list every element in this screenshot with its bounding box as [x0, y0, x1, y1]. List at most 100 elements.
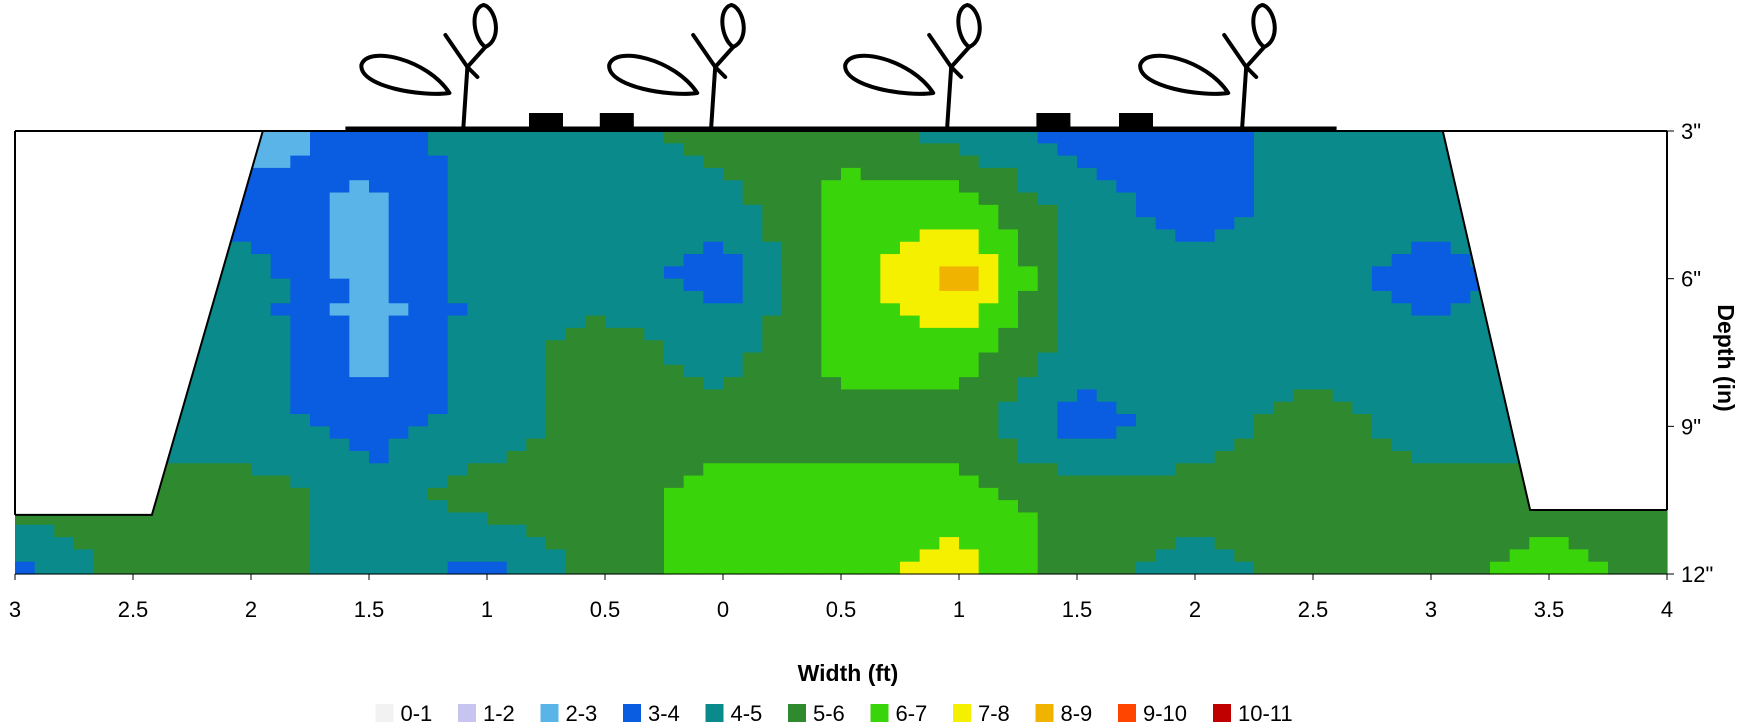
heatmap-cell	[1096, 340, 1117, 354]
heatmap-cell	[782, 377, 803, 391]
heatmap-cell	[408, 303, 429, 317]
heatmap-cell	[939, 414, 960, 427]
heatmap-cell	[978, 537, 999, 550]
heatmap-cell	[1136, 254, 1157, 267]
heatmap-cell	[1057, 426, 1078, 440]
heatmap-cell	[1037, 438, 1058, 452]
heatmap-cell	[329, 463, 350, 477]
heatmap-cell	[703, 167, 724, 181]
heatmap-cell	[959, 143, 980, 157]
heatmap-cell	[585, 364, 606, 378]
heatmap-cell	[1509, 537, 1530, 550]
heatmap-cell	[900, 549, 921, 563]
heatmap-cell	[900, 438, 921, 452]
heatmap-cell	[1549, 537, 1570, 550]
heatmap-cell	[1116, 327, 1137, 341]
heatmap-cell	[1195, 512, 1216, 526]
heatmap-cell	[1293, 254, 1314, 267]
heatmap-cell	[723, 537, 744, 550]
heatmap-cell	[231, 500, 252, 514]
heatmap-cell	[192, 450, 213, 464]
heatmap-cell	[1450, 315, 1471, 329]
heatmap-cell	[683, 278, 704, 292]
heatmap-cell	[880, 450, 901, 464]
heatmap-cell	[683, 389, 704, 403]
heatmap-cell	[74, 524, 95, 538]
heatmap-cell	[290, 463, 311, 477]
heatmap-cell	[467, 463, 488, 477]
heatmap-cell	[1352, 475, 1373, 489]
heatmap-cell	[1136, 364, 1157, 378]
heatmap-cell	[447, 450, 468, 464]
heatmap-cell	[900, 487, 921, 501]
heatmap-cell	[1588, 561, 1609, 575]
heatmap-cell	[742, 192, 763, 206]
heatmap-cell	[1155, 352, 1176, 366]
heatmap-cell	[526, 303, 547, 317]
heatmap-cell	[388, 180, 409, 194]
heatmap-cell	[782, 487, 803, 501]
y-tick-label: 9"	[1681, 414, 1701, 439]
heatmap-cell	[1175, 254, 1196, 267]
x-tick-label: 0	[717, 597, 729, 622]
heatmap-cell	[939, 278, 960, 292]
heatmap-cell	[1254, 290, 1275, 304]
heatmap-cell	[369, 229, 390, 243]
heatmap-cell	[467, 438, 488, 452]
heatmap-cell	[1234, 278, 1255, 292]
heatmap-cell	[703, 438, 724, 452]
heatmap-cell	[1057, 131, 1078, 144]
heatmap-cell	[1116, 524, 1137, 538]
heatmap-cell	[1136, 241, 1157, 255]
heatmap-cell	[1096, 315, 1117, 329]
heatmap-cell	[1450, 278, 1471, 292]
heatmap-cell	[408, 254, 429, 267]
heatmap-cell	[1273, 438, 1294, 452]
heatmap-cell	[251, 364, 272, 378]
heatmap-cell	[428, 475, 449, 489]
heatmap-cell	[644, 549, 665, 563]
heatmap-cell	[959, 167, 980, 181]
heatmap-cell	[1313, 561, 1334, 575]
heatmap-cell	[998, 167, 1019, 181]
heatmap-cell	[1293, 180, 1314, 194]
heatmap-cell	[329, 266, 350, 280]
heatmap-cell	[1470, 537, 1491, 550]
heatmap-cell	[1175, 327, 1196, 341]
x-tick-label: 1	[953, 597, 965, 622]
heatmap-cell	[683, 217, 704, 231]
heatmap-cell	[1175, 155, 1196, 169]
heatmap-cell	[408, 131, 429, 144]
heatmap-cell	[388, 254, 409, 267]
heatmap-cell	[723, 450, 744, 464]
heatmap-cell	[546, 487, 567, 501]
heatmap-cell	[1647, 524, 1668, 538]
heatmap-cell	[369, 450, 390, 464]
heatmap-cell	[290, 266, 311, 280]
heatmap-cell	[447, 229, 468, 243]
heatmap-cell	[408, 487, 429, 501]
heatmap-cell	[1136, 155, 1157, 169]
heatmap-cell	[1372, 500, 1393, 514]
x-tick-label: 2.5	[118, 597, 149, 622]
heatmap-cell	[467, 450, 488, 464]
heatmap-cell	[1273, 377, 1294, 391]
heatmap-cell	[1136, 475, 1157, 489]
heatmap-cell	[880, 167, 901, 181]
heatmap-cell	[821, 315, 842, 329]
heatmap-cell	[1096, 549, 1117, 563]
heatmap-cell	[506, 487, 527, 501]
heatmap-cell	[860, 131, 881, 144]
heatmap-cell	[978, 500, 999, 514]
heatmap-cell	[192, 549, 213, 563]
heatmap-cell	[860, 180, 881, 194]
heatmap-cell	[939, 561, 960, 575]
heatmap-cell	[231, 450, 252, 464]
heatmap-cell	[487, 340, 508, 354]
heatmap-cell	[310, 450, 331, 464]
heatmap-cell	[959, 180, 980, 194]
heatmap-cell	[369, 364, 390, 378]
heatmap-cell	[428, 500, 449, 514]
heatmap-cells	[15, 131, 1668, 575]
heatmap-cell	[1332, 438, 1353, 452]
